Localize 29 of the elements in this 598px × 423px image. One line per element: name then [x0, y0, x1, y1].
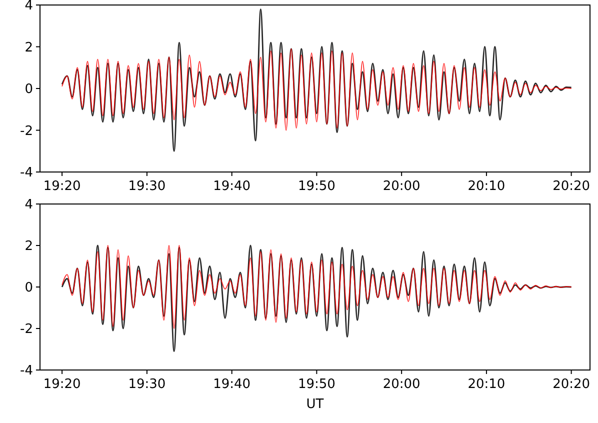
x-tick-label: 20:10: [468, 179, 506, 194]
x-tick-label: 20:00: [382, 179, 420, 194]
line-series: [62, 245, 572, 329]
y-tick-label: -4: [20, 364, 33, 379]
y-tick-label: -2: [20, 322, 33, 338]
x-tick-label: 19:20: [43, 377, 81, 392]
x-tick-label: 19:40: [213, 179, 251, 194]
line-series: [62, 48, 572, 131]
x-tick-label: 19:50: [298, 179, 336, 194]
y-tick-label: 2: [24, 239, 33, 254]
y-tick-label: 4: [24, 0, 33, 14]
x-axis-title: UT: [306, 397, 324, 412]
y-tick-label: 0: [24, 280, 33, 296]
line-series: [61, 8, 572, 152]
y-tick-label: -4: [20, 166, 33, 181]
y-tick-label: 2: [24, 40, 33, 56]
y-tick-label: 4: [24, 198, 33, 213]
line-series: [61, 244, 572, 352]
x-tick-label: 20:20: [552, 179, 590, 194]
x-tick-label: 20:10: [468, 377, 506, 392]
y-tick-label: 0: [24, 82, 33, 98]
x-tick-label: 19:30: [128, 179, 166, 194]
x-tick-label: 19:30: [128, 377, 166, 392]
x-tick-label: 19:40: [213, 377, 251, 392]
x-tick-label: 20:00: [382, 377, 420, 392]
y-tick-label: -2: [20, 124, 33, 139]
x-tick-label: 19:50: [298, 377, 336, 392]
x-tick-label: 19:20: [43, 179, 81, 194]
x-tick-label: 20:20: [552, 377, 590, 392]
